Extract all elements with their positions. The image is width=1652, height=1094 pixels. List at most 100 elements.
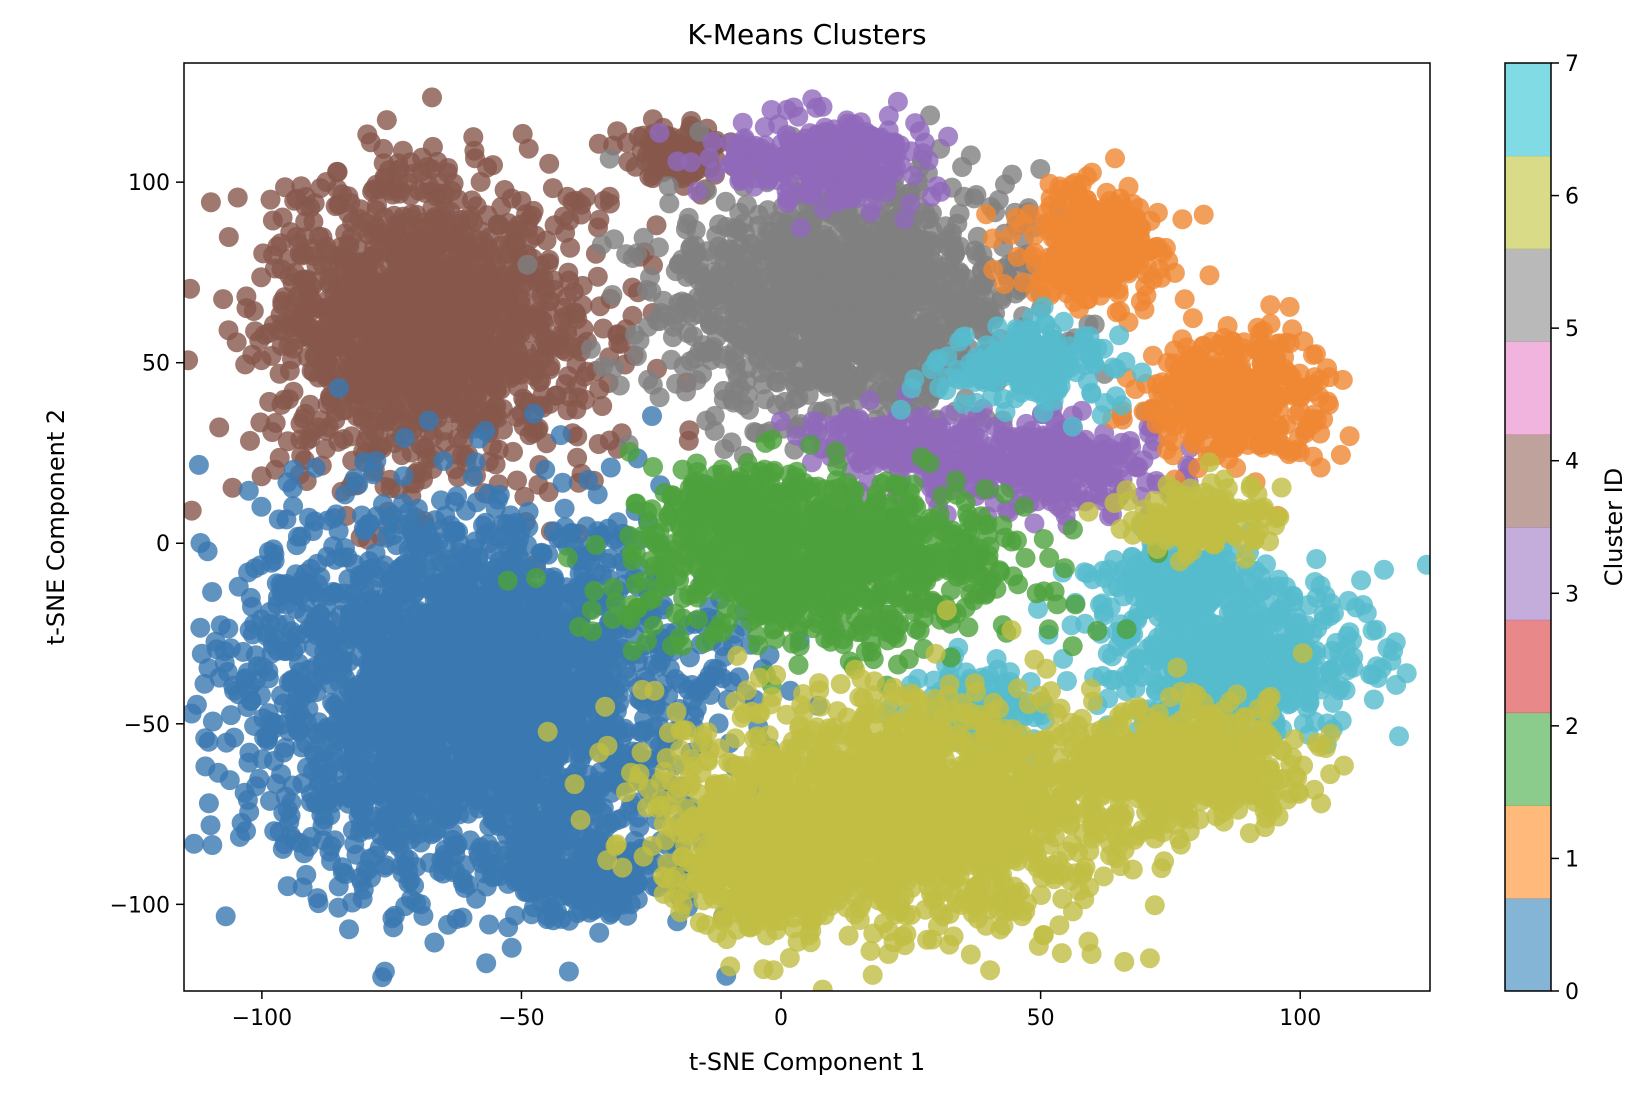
- scatter-point: [856, 293, 876, 314]
- scatter-point: [1079, 468, 1099, 489]
- scatter-point: [1106, 386, 1126, 407]
- scatter-point: [449, 401, 470, 422]
- scatter-point: [299, 283, 320, 304]
- scatter-point: [1338, 590, 1359, 611]
- scatter-point: [894, 241, 915, 262]
- scatter-point: [1059, 452, 1080, 473]
- scatter-point: [249, 330, 270, 351]
- scatter-point: [588, 434, 609, 454]
- scatter-point: [532, 385, 553, 406]
- scatter-point: [637, 316, 658, 337]
- scatter-point: [706, 327, 727, 348]
- scatter-point: [1155, 237, 1176, 258]
- scatter-point: [1261, 378, 1282, 399]
- scatter-point: [806, 97, 827, 118]
- scatter-point: [360, 132, 381, 153]
- scatter-point: [807, 412, 828, 432]
- scatter-point: [878, 105, 899, 126]
- scatter-point: [649, 387, 670, 408]
- scatter-point: [309, 226, 329, 247]
- scatter-point: [364, 277, 385, 298]
- scatter-point: [401, 330, 422, 350]
- scatter-point: [879, 333, 900, 354]
- scatter-point: [859, 159, 880, 180]
- scatter-point: [648, 237, 669, 258]
- scatter-point: [1306, 549, 1327, 569]
- scatter-point: [466, 229, 487, 250]
- scatter-point: [737, 243, 758, 264]
- scatter-point: [485, 454, 506, 475]
- scatter-point: [1278, 363, 1299, 384]
- scatter-point: [1053, 311, 1074, 332]
- scatter-point: [499, 312, 519, 333]
- scatter-point: [1002, 164, 1023, 185]
- scatter-point: [952, 327, 973, 348]
- scatter-point: [771, 411, 791, 432]
- scatter-point: [278, 249, 299, 270]
- scatter-point: [539, 359, 560, 380]
- scatter-point: [661, 349, 682, 370]
- scatter-point: [1227, 433, 1248, 454]
- scatter-point: [929, 377, 950, 398]
- scatter-point: [1176, 337, 1197, 358]
- scatter-point: [921, 186, 942, 207]
- scatter-point: [1222, 331, 1243, 352]
- scatter-point: [1151, 399, 1172, 420]
- scatter-point: [400, 152, 421, 173]
- scatter-point: [900, 193, 921, 214]
- scatter-point: [1363, 689, 1384, 710]
- scatter-point: [971, 441, 992, 462]
- scatter-point: [1066, 251, 1087, 272]
- scatter-point: [789, 154, 809, 175]
- scatter-point: [235, 354, 256, 375]
- scatter-point: [626, 346, 647, 367]
- scatter-point: [825, 372, 846, 393]
- scatter-point: [903, 165, 924, 186]
- scatter-point: [515, 315, 536, 336]
- scatter-point: [486, 289, 507, 310]
- scatter-point: [716, 267, 737, 288]
- scatter-point: [938, 126, 959, 147]
- scatter-point: [420, 343, 440, 364]
- scatter-point: [407, 262, 428, 283]
- scatter-point: [200, 192, 221, 213]
- scatter-point: [466, 196, 487, 217]
- scatter-point: [636, 145, 657, 166]
- scatter-point: [982, 386, 1002, 407]
- scatter-point: [602, 285, 623, 305]
- scatter-point: [592, 396, 613, 416]
- scatter-point: [849, 410, 870, 431]
- scatter-point: [457, 278, 478, 299]
- scatter-point: [278, 389, 299, 410]
- scatter-point: [259, 391, 280, 412]
- scatter-point: [1075, 276, 1096, 297]
- scatter-point: [240, 430, 260, 451]
- scatter-point: [958, 286, 979, 307]
- scatter-point: [366, 174, 387, 195]
- scatter-point: [1123, 193, 1143, 214]
- scatter-point: [952, 307, 972, 328]
- scatter-point: [722, 389, 743, 410]
- scatter-point: [1065, 229, 1085, 249]
- scatter-point: [503, 441, 523, 462]
- scatter-point: [1254, 408, 1275, 429]
- scatter-point: [681, 250, 702, 271]
- scatter-point: [428, 381, 449, 402]
- scatter-point: [1183, 412, 1203, 433]
- scatter-point: [588, 217, 608, 238]
- chart-title: K-Means Clusters: [687, 18, 926, 51]
- scatter-point: [1106, 209, 1127, 230]
- scatter-point: [732, 112, 753, 133]
- scatter-point: [1193, 204, 1214, 225]
- scatter-point: [390, 179, 411, 200]
- scatter-point: [1081, 383, 1102, 404]
- scatter-point: [1004, 452, 1025, 472]
- scatter-point: [994, 427, 1015, 448]
- scatter-point: [777, 99, 797, 120]
- scatter-point: [422, 87, 442, 108]
- scatter-point: [822, 284, 842, 305]
- scatter-point: [765, 300, 786, 321]
- scatter-point: [492, 244, 513, 265]
- scatter-point: [580, 338, 601, 359]
- scatter-point: [785, 307, 806, 328]
